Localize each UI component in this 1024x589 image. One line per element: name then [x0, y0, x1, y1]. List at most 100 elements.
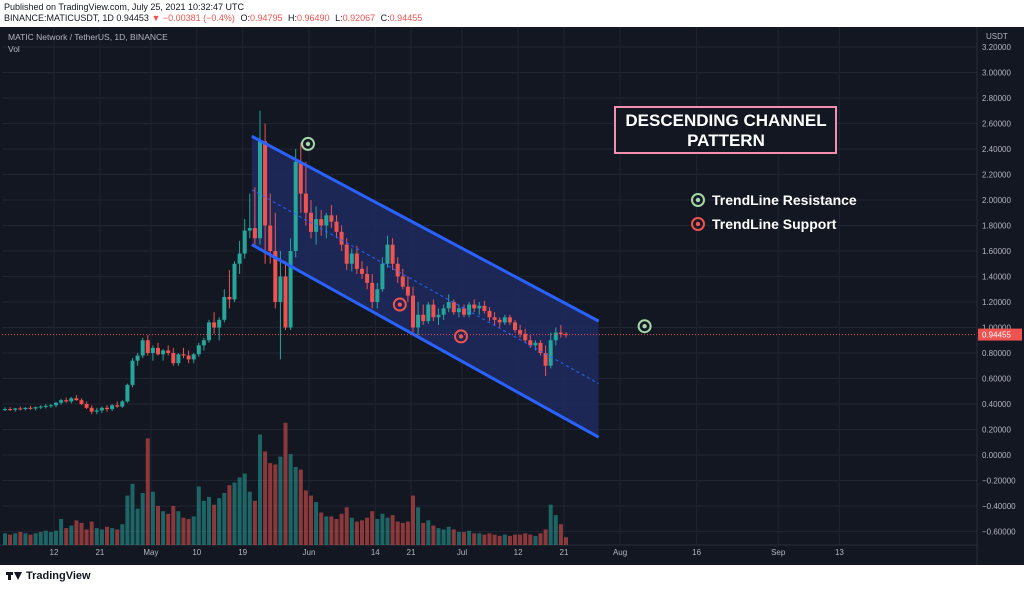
open-label: O: [240, 13, 250, 23]
candle-body [115, 405, 120, 407]
volume-bar [293, 467, 298, 545]
volume-bar [314, 502, 319, 545]
legend-label: TrendLine Resistance [712, 192, 857, 208]
volume-bar [191, 516, 196, 545]
candle-body [558, 332, 563, 335]
annotation-title-line2: PATTERN [687, 131, 765, 150]
price-tick-label: 3.00000 [982, 69, 1011, 78]
legend-marker-dot [695, 221, 701, 227]
volume-bar [33, 533, 38, 545]
time-tick-label: Jul [457, 548, 467, 557]
volume-bar [120, 524, 125, 545]
high-value: 0.96490 [297, 13, 330, 23]
volume-bar [380, 513, 385, 545]
volume-bar [232, 482, 237, 545]
volume-bar [273, 464, 278, 545]
candle-body [370, 282, 375, 302]
candle-body [492, 317, 497, 320]
volume-bar [324, 516, 329, 545]
volume-bar [43, 530, 48, 545]
chart-area[interactable]: 3.20000 3.00000 2.80000 2.60000 2.40000 2.200… [0, 27, 1024, 565]
legend-marker-dot [695, 197, 701, 203]
price-tick-label: 1.60000 [982, 247, 1011, 256]
volume-bar [227, 485, 232, 545]
volume-bar [201, 500, 206, 545]
volume-bar [105, 526, 109, 545]
volume-bar [518, 534, 523, 545]
candle-body [390, 244, 395, 264]
volume-bar [502, 534, 507, 545]
price-tick-label: −0.20000 [982, 477, 1016, 486]
volume-bar [441, 529, 446, 545]
candle-body [380, 263, 385, 290]
volume-bar [28, 534, 33, 545]
time-tick-label: 13 [835, 548, 844, 557]
candle-body [548, 340, 553, 366]
volume-bar [186, 519, 191, 545]
volume-bar [59, 519, 64, 545]
candle-body [64, 400, 69, 402]
chart-canvas[interactable]: 3.20000 3.00000 2.80000 2.60000 2.40000 2.200… [0, 27, 1024, 565]
legend-label: TrendLine Support [712, 216, 837, 232]
support-marker-dot [458, 334, 464, 339]
price-tick-label: 1.40000 [982, 273, 1011, 282]
candle-body [8, 409, 13, 411]
candle-body [349, 253, 354, 264]
price-tick-label: −0.60000 [982, 528, 1016, 537]
candle-body [273, 251, 278, 302]
candle-body [135, 355, 140, 361]
currency-label: USDT [986, 32, 1008, 41]
time-tick-label: 12 [514, 548, 523, 557]
volume-bar [166, 513, 171, 545]
volume-bar [110, 528, 115, 545]
candle-body [145, 340, 150, 353]
volume-bar [150, 491, 155, 545]
price-tick-label: 0.80000 [982, 349, 1011, 358]
volume-bar [23, 533, 28, 545]
candle-body [528, 340, 533, 346]
candle-body [411, 295, 415, 328]
candle-body [181, 354, 186, 356]
close-label: C: [380, 13, 390, 23]
price-tick-label: 0.60000 [982, 375, 1011, 384]
volume-bar [558, 524, 563, 545]
volume-bar [247, 491, 252, 545]
time-tick-label: 21 [95, 548, 104, 557]
volume-bar [548, 504, 553, 545]
channel-mid-line [251, 189, 599, 385]
volume-bar [390, 515, 395, 545]
candle-body [79, 400, 84, 404]
price-tick-label: 1.20000 [982, 298, 1011, 307]
candle-body [268, 225, 273, 251]
volume-bar [426, 520, 431, 545]
channel-lower-line [251, 243, 600, 439]
candle-body [400, 276, 405, 287]
candle-body [344, 244, 349, 264]
candle-body [543, 353, 548, 366]
candle-body [482, 305, 487, 311]
price-tick-label: 2.60000 [982, 120, 1011, 129]
candle-body [237, 253, 242, 264]
candle-body [232, 263, 237, 300]
volume-bar [349, 517, 354, 545]
volume-bar [13, 533, 18, 545]
price-tick-label: 2.40000 [982, 145, 1011, 154]
volume-bar [482, 534, 487, 545]
volume-bar [207, 496, 211, 545]
legend-marker-ring [691, 217, 705, 231]
candle-body [59, 400, 64, 403]
volume-bar [181, 517, 186, 545]
candle-body [416, 314, 421, 328]
candle-body [217, 319, 222, 328]
candle-body [329, 215, 334, 222]
volume-bar [74, 520, 79, 545]
candle-body [456, 308, 461, 313]
candle-body [533, 342, 538, 346]
volume-bar [497, 535, 502, 545]
candle-body [69, 398, 74, 402]
price-tick-label: 1.00000 [982, 324, 1011, 333]
volume-bar [283, 422, 288, 545]
tradingview-logo-icon [6, 571, 22, 581]
volume-bar [370, 511, 375, 545]
volume-bar [456, 532, 461, 545]
